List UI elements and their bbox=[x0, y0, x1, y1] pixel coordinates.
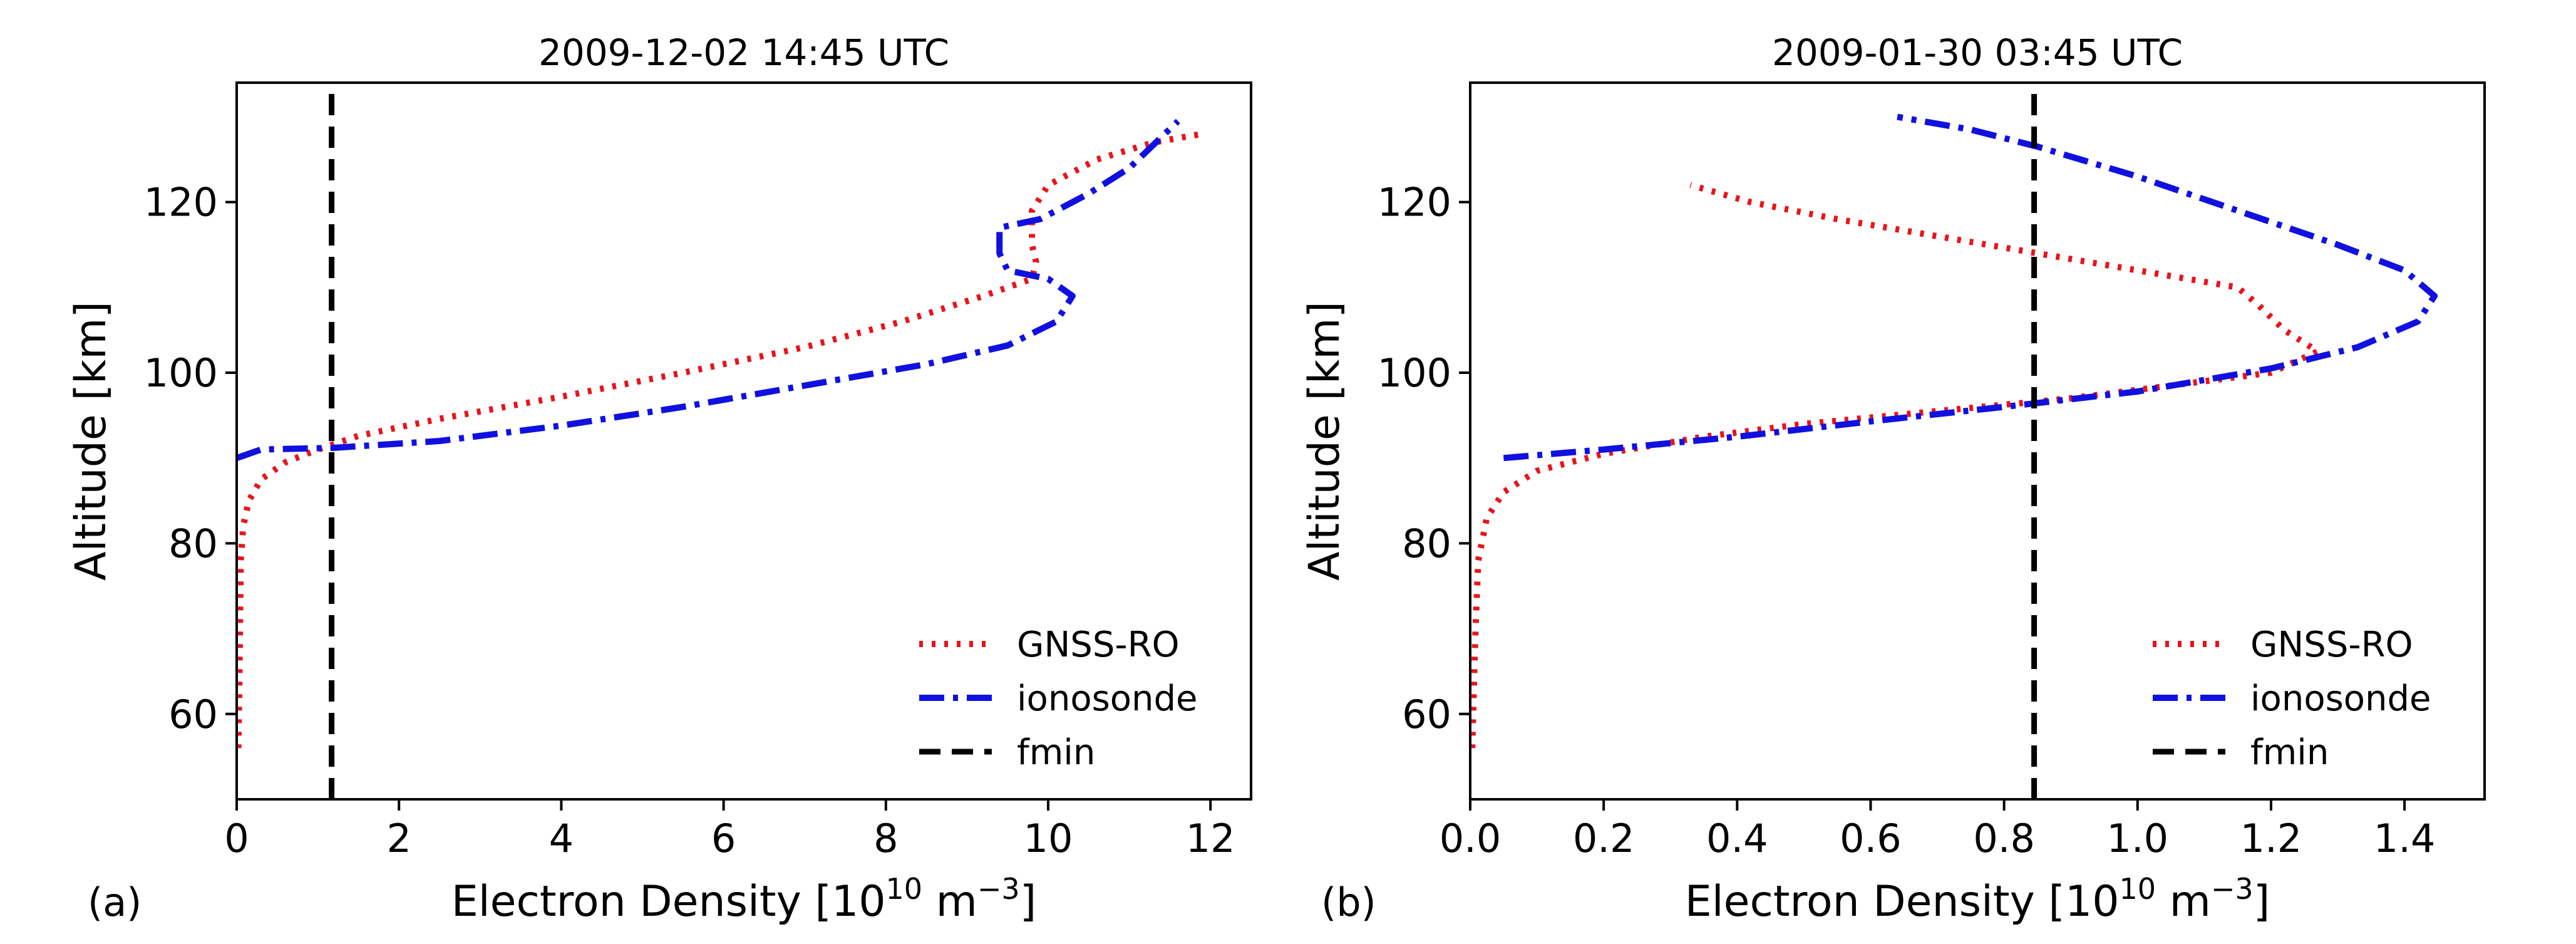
y-tick-label: 80 bbox=[168, 521, 218, 566]
x-tick-label: 6 bbox=[711, 816, 736, 861]
panel-label: (a) bbox=[88, 879, 142, 925]
x-axis-label-part: m bbox=[922, 877, 977, 926]
y-tick-label: 100 bbox=[144, 350, 218, 396]
x-axis-label-part: Electron Density [10 bbox=[1685, 877, 2120, 926]
chart-a: 2009-12-02 14:45 UTC 0 2 4 6 8 10 12 60 80 100 120 E… bbox=[66, 31, 1252, 926]
x-tick-label: 0.0 bbox=[1440, 816, 1502, 861]
x-axis-label: Electron Density [1010 m−3] bbox=[451, 872, 1036, 926]
legend-label: fmin bbox=[1017, 732, 1095, 773]
x-tick-label: 4 bbox=[549, 816, 574, 861]
x-tick-label: 0.6 bbox=[1840, 816, 1902, 861]
y-tick-label: 120 bbox=[1378, 180, 1451, 226]
series-line-ionosonde bbox=[237, 118, 1180, 461]
panel-label: (b) bbox=[1321, 879, 1376, 925]
series-group bbox=[1470, 83, 2438, 799]
x-tick-label: 1.0 bbox=[2106, 816, 2168, 861]
x-tick-label: 1.4 bbox=[2374, 816, 2436, 861]
x-axis-label-part: 10 bbox=[2119, 872, 2156, 906]
legend-label: GNSS-RO bbox=[1017, 625, 1180, 665]
x-axis-label: Electron Density [1010 m−3] bbox=[1685, 872, 2270, 926]
x-tick-label: 12 bbox=[1186, 816, 1235, 861]
y-tick-label: 120 bbox=[144, 180, 218, 226]
series-line-ionosonde bbox=[1503, 113, 2438, 462]
plot-frame bbox=[1469, 81, 2486, 801]
chart-title: 2009-01-30 03:45 UTC bbox=[1772, 31, 2183, 74]
y-tick-label: 60 bbox=[1402, 692, 1451, 737]
chart-b: 2009-01-30 03:45 UTC 0.0 0.2 0.4 0.6 0.8 1.0 1.… bbox=[1300, 31, 2486, 926]
legend-label: ionosonde bbox=[2250, 678, 2431, 719]
series-group bbox=[237, 83, 1203, 799]
y-tick-label: 60 bbox=[168, 692, 218, 737]
legend: GNSS-RO ionosonde fmin bbox=[2153, 625, 2431, 773]
x-axis-label-part: −3 bbox=[2211, 872, 2254, 906]
x-tick-label: 10 bbox=[1024, 816, 1073, 861]
x-axis-label-part: 10 bbox=[885, 872, 922, 906]
x-tick-label: 2 bbox=[386, 816, 411, 861]
chart-title: 2009-12-02 14:45 UTC bbox=[538, 31, 949, 74]
legend-label: fmin bbox=[2250, 732, 2329, 773]
legend-label: GNSS-RO bbox=[2250, 625, 2413, 665]
x-tick-label: 0.2 bbox=[1573, 816, 1635, 861]
legend: GNSS-RO ionosonde fmin bbox=[919, 625, 1198, 773]
x-tick-label: 0.4 bbox=[1706, 816, 1768, 861]
x-tick-label: 0 bbox=[224, 816, 249, 861]
x-tick-label: 8 bbox=[873, 816, 898, 861]
y-axis-label: Altitude [km] bbox=[66, 301, 116, 581]
x-axis-label-part: −3 bbox=[977, 872, 1020, 906]
series-line-gnss-ro bbox=[237, 130, 1203, 749]
x-axis-label-part: Electron Density [10 bbox=[451, 877, 886, 926]
x-axis-label-part: ] bbox=[2254, 877, 2270, 926]
x-tick-label: 1.2 bbox=[2240, 816, 2302, 861]
x-axis-label-part: ] bbox=[1020, 877, 1037, 926]
plot-frame bbox=[235, 81, 1252, 801]
y-tick-label: 100 bbox=[1378, 350, 1451, 396]
legend-label: ionosonde bbox=[1017, 678, 1198, 719]
y-axis-label: Altitude [km] bbox=[1300, 301, 1349, 581]
x-axis-label-part: m bbox=[2156, 877, 2211, 926]
y-tick-label: 80 bbox=[1402, 521, 1451, 566]
x-tick-label: 0.8 bbox=[1973, 816, 2035, 861]
